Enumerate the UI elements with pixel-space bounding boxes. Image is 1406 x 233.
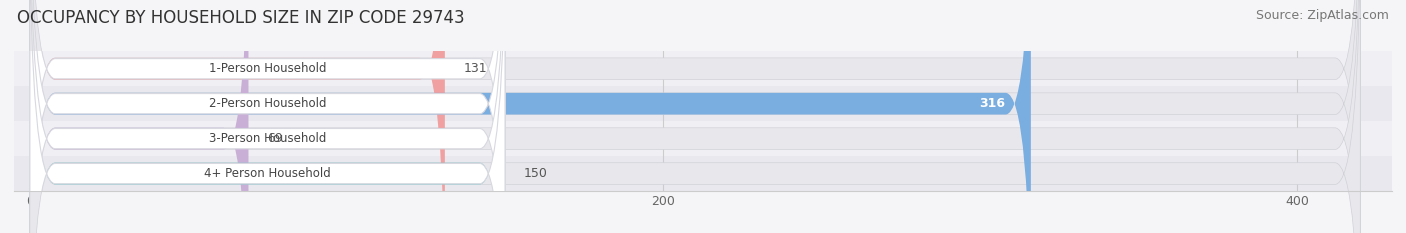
Text: 4+ Person Household: 4+ Person Household	[204, 167, 330, 180]
Bar	[14, 121, 1392, 156]
Text: OCCUPANCY BY HOUSEHOLD SIZE IN ZIP CODE 29743: OCCUPANCY BY HOUSEHOLD SIZE IN ZIP CODE …	[17, 9, 464, 27]
FancyBboxPatch shape	[30, 0, 505, 233]
Bar	[14, 51, 1392, 86]
FancyBboxPatch shape	[30, 0, 1031, 233]
Bar	[14, 86, 1392, 121]
FancyBboxPatch shape	[30, 0, 249, 233]
FancyBboxPatch shape	[30, 0, 505, 233]
Text: 3-Person Household: 3-Person Household	[208, 132, 326, 145]
FancyBboxPatch shape	[30, 0, 505, 233]
FancyBboxPatch shape	[30, 0, 1360, 233]
Text: 131: 131	[464, 62, 488, 75]
Text: 150: 150	[524, 167, 548, 180]
Text: 1-Person Household: 1-Person Household	[208, 62, 326, 75]
Text: 316: 316	[980, 97, 1005, 110]
FancyBboxPatch shape	[30, 0, 505, 233]
Text: 69: 69	[267, 132, 283, 145]
Text: Source: ZipAtlas.com: Source: ZipAtlas.com	[1256, 9, 1389, 22]
FancyBboxPatch shape	[30, 0, 444, 233]
FancyBboxPatch shape	[30, 0, 505, 233]
Text: 2-Person Household: 2-Person Household	[208, 97, 326, 110]
FancyBboxPatch shape	[30, 0, 1360, 233]
FancyBboxPatch shape	[30, 0, 1360, 233]
FancyBboxPatch shape	[30, 0, 1360, 233]
Bar	[14, 156, 1392, 191]
